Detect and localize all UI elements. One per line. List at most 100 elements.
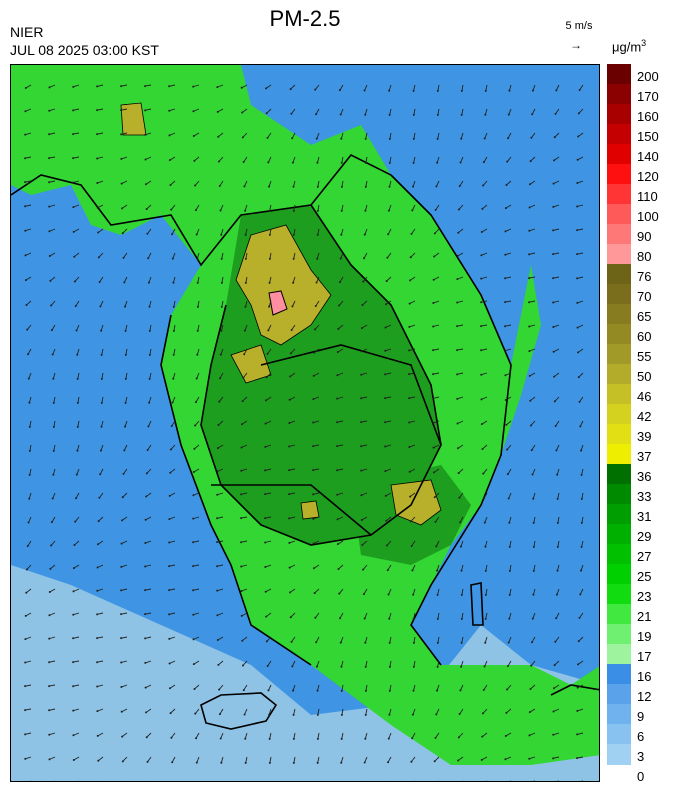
wind-arrow [313,444,320,447]
wind-arrow-head [504,399,507,402]
wind-arrow-head [528,253,531,256]
wind-arrow [291,324,296,331]
wind-arrow-head [168,637,171,640]
wind-arrow-head [481,735,484,738]
wind-arrow [509,780,511,781]
wind-arrow-head [73,280,76,283]
wind-arrow [169,636,176,640]
wind-arrow-head [240,614,243,617]
wind-arrow-head [552,733,555,736]
wind-arrow [435,540,440,547]
wind-arrow-head [244,737,247,740]
wind-arrow-head [484,617,487,620]
wind-arrow-head [436,161,439,164]
wind-arrow [53,420,56,427]
wind-arrow [386,540,392,546]
wind-arrow-head [528,206,531,209]
wind-arrow-head [291,137,294,140]
wind-arrow-head [217,663,220,666]
wind-arrow-head [292,185,295,188]
wind-arrow-head [240,86,243,89]
legend-swatch [607,64,631,85]
legend-label: 140 [637,149,659,164]
wind-arrow-head [292,209,295,212]
wind-arrow-head [576,686,579,689]
wind-arrow-head [144,661,147,664]
wind-arrow [193,132,200,137]
wind-arrow-head [530,449,533,452]
wind-arrow-head [460,569,463,572]
wind-arrow-head [436,617,439,620]
wind-arrow [529,348,536,352]
wind-arrow-head [144,565,147,568]
wind-arrow [438,780,439,781]
legend-swatch [607,584,631,605]
wind-arrow [484,660,488,667]
wind-arrow-head [52,473,55,476]
wind-arrow [50,564,56,570]
wind-arrow-head [144,589,147,592]
wind-arrow [145,540,152,544]
wind-arrow [54,780,55,781]
wind-arrow-head [531,113,534,116]
wind-arrow-head [553,136,556,139]
wind-arrow [219,372,224,379]
wind-arrow-head [412,137,415,140]
wind-arrow [579,420,584,427]
wind-arrow-head [26,328,29,331]
wind-arrow-head [385,544,388,547]
wind-arrow-head [192,638,195,641]
wind-arrow-head [336,351,339,354]
legend-swatch [607,684,631,705]
wind-arrow [265,468,272,471]
wind-arrow-head [434,520,437,523]
wind-arrow-head [360,445,363,448]
wind-arrow [529,204,536,208]
wind-arrow [29,780,31,781]
wind-arrow [25,204,32,207]
wind-arrow-head [436,137,439,140]
legend-swatch [607,244,631,265]
wind-arrow [25,156,32,159]
wind-arrow-head [316,233,319,236]
wind-arrow [269,732,272,739]
legend-swatch [607,484,631,505]
wind-arrow-head [408,446,411,449]
wind-arrow-head [168,589,171,592]
wind-arrow-head [148,401,151,404]
wind-arrow [482,180,488,186]
wind-arrow [171,732,176,739]
wind-arrow-head [578,616,581,619]
wind-arrow-head [120,686,123,689]
wind-arrow [508,636,512,643]
wind-vector-field [24,84,584,781]
legend-label: 3 [637,749,645,764]
wind-arrow-head [456,422,459,425]
wind-arrow-head [98,280,101,283]
legend-swatch [607,384,631,405]
wind-arrow [97,732,104,737]
wind-arrow-head [216,517,219,520]
legend-swatch [607,464,631,485]
wind-arrow-head [25,591,28,594]
wind-arrow-head [244,209,247,212]
wind-arrow-head [264,566,267,569]
concentration-map[interactable] [10,64,600,782]
wind-arrow-head [24,110,27,113]
wind-arrow-head [532,593,535,596]
wind-arrow [577,300,584,304]
legend-swatch [607,704,631,725]
wind-arrow-head [124,353,127,356]
wind-arrow [436,564,440,571]
wind-arrow [341,204,344,211]
wind-arrow [193,468,200,473]
wind-arrow-head [312,493,315,496]
wind-arrow [435,204,440,211]
wind-arrow [123,444,128,451]
wind-arrow-head [529,424,532,427]
wind-arrow [577,156,584,161]
wind-arrow-head [433,232,436,235]
wind-arrow-head [292,737,295,740]
wind-arrow-head [532,521,535,524]
wind-arrow [435,708,440,715]
